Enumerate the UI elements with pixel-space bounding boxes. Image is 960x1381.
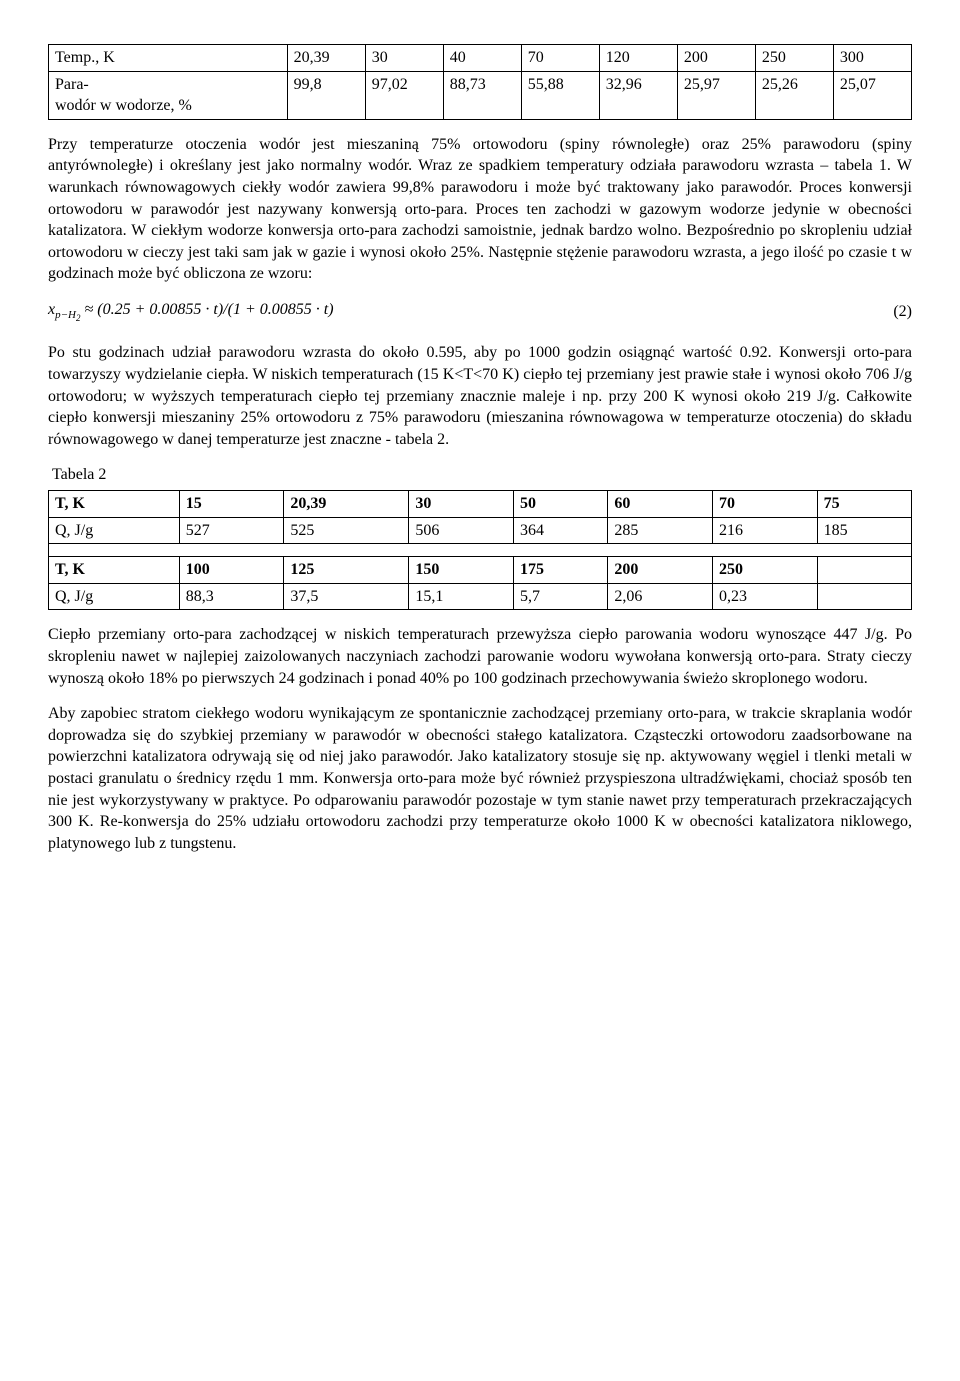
cell: T, K bbox=[49, 491, 180, 518]
table-row: Temp., K 20,39 30 40 70 120 200 250 300 bbox=[49, 45, 912, 72]
cell: 60 bbox=[608, 491, 713, 518]
paragraph-2: Po stu godzinach udział parawodoru wzras… bbox=[48, 342, 912, 450]
cell: 70 bbox=[712, 491, 817, 518]
cell: 20,39 bbox=[284, 491, 409, 518]
cell: 250 bbox=[755, 45, 833, 72]
cell: 527 bbox=[179, 517, 284, 544]
cell: 364 bbox=[513, 517, 607, 544]
cell: 55,88 bbox=[521, 71, 599, 119]
paragraph-1: Przy temperaturze otoczenia wodór jest m… bbox=[48, 134, 912, 285]
table-2-label: Tabela 2 bbox=[52, 464, 912, 486]
cell: 300 bbox=[833, 45, 911, 72]
formula-number: (2) bbox=[893, 301, 912, 323]
cell: 15,1 bbox=[409, 583, 514, 610]
cell: 5,7 bbox=[513, 583, 607, 610]
table-row: T, K 15 20,39 30 50 60 70 75 bbox=[49, 491, 912, 518]
cell: Q, J/g bbox=[49, 583, 180, 610]
cell: 2,06 bbox=[608, 583, 713, 610]
cell: Q, J/g bbox=[49, 517, 180, 544]
cell: 185 bbox=[817, 517, 911, 544]
formula-row: xp−H2 ≈ (0.25 + 0.00855 · t)/(1 + 0.0085… bbox=[48, 299, 912, 325]
table-row: T, K 100 125 150 175 200 250 bbox=[49, 557, 912, 584]
formula: xp−H2 ≈ (0.25 + 0.00855 · t)/(1 + 0.0085… bbox=[48, 299, 334, 325]
cell: 100 bbox=[179, 557, 284, 584]
table-1: Temp., K 20,39 30 40 70 120 200 250 300 … bbox=[48, 44, 912, 120]
cell: 20,39 bbox=[287, 45, 365, 72]
table-spacer-row bbox=[49, 544, 912, 557]
cell: 200 bbox=[608, 557, 713, 584]
cell: 40 bbox=[443, 45, 521, 72]
cell: 15 bbox=[179, 491, 284, 518]
cell: 75 bbox=[817, 491, 911, 518]
cell: 506 bbox=[409, 517, 514, 544]
cell: 99,8 bbox=[287, 71, 365, 119]
cell bbox=[817, 557, 911, 584]
cell: 30 bbox=[409, 491, 514, 518]
table-row: Q, J/g 527 525 506 364 285 216 185 bbox=[49, 517, 912, 544]
cell: 250 bbox=[712, 557, 817, 584]
cell: 200 bbox=[677, 45, 755, 72]
table-2: T, K 15 20,39 30 50 60 70 75 Q, J/g 527 … bbox=[48, 490, 912, 610]
cell: 150 bbox=[409, 557, 514, 584]
cell: 25,07 bbox=[833, 71, 911, 119]
cell: 50 bbox=[513, 491, 607, 518]
cell: 525 bbox=[284, 517, 409, 544]
cell bbox=[817, 583, 911, 610]
paragraph-4: Aby zapobiec stratom ciekłego wodoru wyn… bbox=[48, 703, 912, 854]
cell: 97,02 bbox=[365, 71, 443, 119]
cell: 88,3 bbox=[179, 583, 284, 610]
cell: 285 bbox=[608, 517, 713, 544]
cell: 120 bbox=[599, 45, 677, 72]
table-row: Q, J/g 88,3 37,5 15,1 5,7 2,06 0,23 bbox=[49, 583, 912, 610]
cell: 70 bbox=[521, 45, 599, 72]
cell: 30 bbox=[365, 45, 443, 72]
cell: Para- wodór w wodorze, % bbox=[49, 71, 288, 119]
cell: Temp., K bbox=[49, 45, 288, 72]
cell: T, K bbox=[49, 557, 180, 584]
cell: 37,5 bbox=[284, 583, 409, 610]
cell: 25,97 bbox=[677, 71, 755, 119]
cell: 25,26 bbox=[755, 71, 833, 119]
cell: 88,73 bbox=[443, 71, 521, 119]
cell: 216 bbox=[712, 517, 817, 544]
cell: 125 bbox=[284, 557, 409, 584]
table-row: Para- wodór w wodorze, % 99,8 97,02 88,7… bbox=[49, 71, 912, 119]
cell: 0,23 bbox=[712, 583, 817, 610]
cell: 175 bbox=[513, 557, 607, 584]
cell: 32,96 bbox=[599, 71, 677, 119]
paragraph-3: Ciepło przemiany orto-para zachodzącej w… bbox=[48, 624, 912, 689]
